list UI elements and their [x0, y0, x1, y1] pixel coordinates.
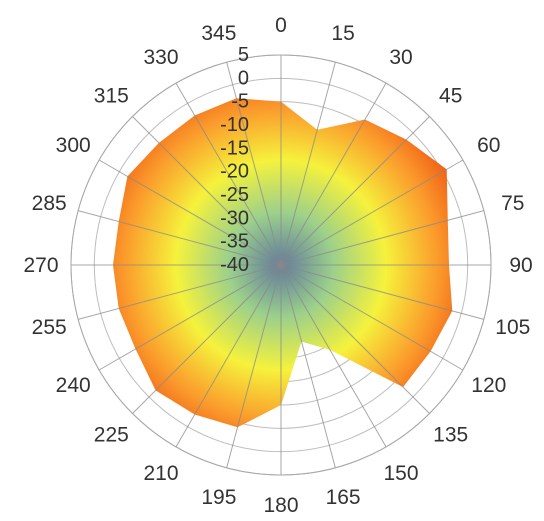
angle-tick-label: 15 [331, 22, 354, 45]
spoke-line [280, 264, 387, 448]
angle-tick-label: 330 [143, 46, 178, 69]
spoke-line [280, 62, 336, 266]
angle-tick-label: 300 [56, 134, 91, 157]
spoke-line [280, 264, 336, 468]
radial-tick-label: -10 [220, 114, 249, 136]
angle-tick-label: 105 [495, 316, 530, 339]
radial-tick-label: -20 [220, 161, 249, 183]
angle-tick-label: 345 [201, 22, 236, 45]
radial-tick-label: -40 [220, 254, 249, 276]
spoke-line [280, 82, 387, 266]
angle-tick-label: 165 [326, 486, 361, 509]
spoke-line [280, 159, 464, 266]
angle-tick-label: 240 [56, 374, 91, 397]
spoke-line [175, 82, 282, 266]
spoke-line [132, 116, 282, 266]
spoke-line [132, 264, 282, 414]
angle-tick-label: 45 [439, 84, 462, 107]
angle-tick-label: 150 [383, 462, 418, 485]
radial-tick-label: -30 [220, 207, 249, 229]
radial-spokes [70, 54, 492, 476]
angle-tick-label: 270 [23, 254, 58, 277]
outer-ring [70, 54, 492, 476]
radial-tick-label: -5 [231, 91, 249, 113]
angle-tick-label: 30 [389, 46, 412, 69]
angle-tick-label: 255 [32, 316, 67, 339]
radial-tick-label: 0 [238, 67, 249, 89]
spoke-line [280, 264, 484, 320]
angle-tick-label: 180 [263, 494, 298, 517]
spoke-line [280, 264, 464, 371]
angle-tick-label: 60 [477, 134, 500, 157]
angle-tick-label: 120 [471, 374, 506, 397]
angle-tick-label: 0 [275, 14, 287, 37]
radial-tick-label: -35 [220, 231, 249, 253]
radial-tick-label: 5 [238, 44, 249, 66]
spoke-line [280, 210, 484, 266]
angle-tick-label: 195 [201, 486, 236, 509]
spoke-line [226, 62, 282, 266]
radial-tick-label: -15 [220, 137, 249, 159]
spoke-line [98, 264, 282, 371]
angle-tick-label: 90 [509, 254, 532, 277]
spoke-line [78, 210, 282, 266]
spoke-line [78, 264, 282, 320]
angle-tick-labels: 0 15 30 45 60 75 90 105 120 135 150 165 180 195 210 225… [23, 14, 532, 517]
spoke-line [98, 159, 282, 266]
angle-tick-label: 135 [433, 424, 468, 447]
spoke-line [280, 116, 430, 266]
radial-tick-labels: 50-5-10-15-20-25-30-35-40 [220, 44, 249, 276]
angle-tick-label: 285 [32, 192, 67, 215]
angle-tick-label: 315 [94, 84, 129, 107]
angle-tick-label: 210 [143, 462, 178, 485]
spoke-line [226, 264, 282, 468]
angle-tick-label: 225 [94, 424, 129, 447]
spoke-line [175, 264, 282, 448]
radial-tick-label: -25 [220, 184, 249, 206]
spoke-line [280, 264, 430, 414]
angle-tick-label: 75 [501, 192, 524, 215]
